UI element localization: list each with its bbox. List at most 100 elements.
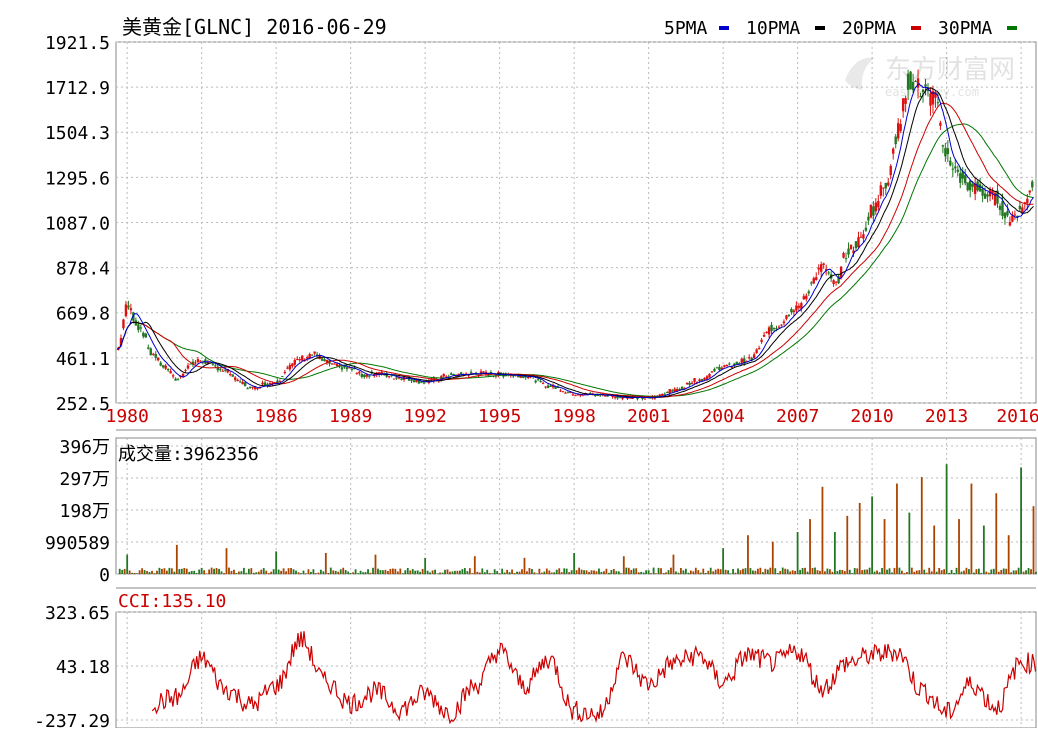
candle-body xyxy=(671,390,674,392)
candle-body xyxy=(951,168,955,170)
candle-body xyxy=(939,122,942,126)
candle-body xyxy=(298,359,301,361)
x-tick-label: 2001 xyxy=(627,406,670,427)
candle-body xyxy=(978,184,982,192)
volume-bar xyxy=(247,568,250,574)
volume-bar xyxy=(339,569,342,574)
candle-body xyxy=(626,397,629,399)
candle-body xyxy=(338,365,341,367)
candle-body xyxy=(519,375,522,378)
candle-body xyxy=(323,359,326,362)
volume-bar xyxy=(799,569,802,574)
candle-body xyxy=(152,353,155,355)
volume-bar xyxy=(170,568,173,574)
volume-bar xyxy=(414,570,417,574)
candle-body xyxy=(154,353,157,358)
volume-bar xyxy=(769,567,772,574)
candle-body xyxy=(780,324,783,326)
candle-body xyxy=(1028,190,1031,193)
volume-bar xyxy=(712,571,715,574)
volume-bar xyxy=(838,569,841,574)
volume-bar xyxy=(719,569,722,574)
volume-bar xyxy=(657,567,660,574)
candle-body xyxy=(1003,212,1007,219)
candle-body xyxy=(397,377,401,379)
candle-body xyxy=(668,389,671,394)
candle-body xyxy=(149,348,152,356)
volume-bar xyxy=(724,569,727,574)
candle-body xyxy=(442,374,445,377)
volume-bar xyxy=(528,568,531,574)
volume-bar xyxy=(156,570,158,574)
candle-body xyxy=(293,359,296,365)
candle-body xyxy=(159,362,162,366)
candle-body xyxy=(695,382,699,384)
candle-body xyxy=(790,309,793,313)
price-y-axis: 1921.5 1712.9 1504.3 1295.6 1087.0 878.4 669.8… xyxy=(45,33,110,415)
volume-bar xyxy=(372,567,374,574)
volume-bar xyxy=(650,573,653,574)
volume-bar xyxy=(218,568,220,574)
volume-bar xyxy=(573,553,576,574)
volume-bar xyxy=(764,568,767,574)
price-tick-label: 1087.0 xyxy=(45,214,110,235)
volume-bar xyxy=(779,571,782,574)
candle-body xyxy=(698,379,701,382)
cci-series xyxy=(151,631,1037,725)
candle-body xyxy=(482,371,485,373)
candle-body xyxy=(226,368,229,373)
candle-body xyxy=(345,367,349,370)
volume-bar xyxy=(300,573,302,574)
candle-body xyxy=(214,365,217,367)
watermark-text: 东方财富网 xyxy=(885,55,1015,85)
volume-bar xyxy=(483,572,486,574)
candle-body xyxy=(968,180,972,191)
candle-body xyxy=(288,365,292,370)
volume-bar xyxy=(821,486,824,574)
volume-bar xyxy=(262,568,265,574)
candle-body xyxy=(971,183,974,187)
volume-bar xyxy=(938,567,941,574)
candle-body xyxy=(678,388,681,390)
volume-bar xyxy=(612,569,615,574)
volume-bar xyxy=(627,567,630,574)
volume-bar xyxy=(409,570,412,574)
volume-bar xyxy=(123,568,126,574)
volume-bar xyxy=(419,571,422,574)
candle-body xyxy=(757,347,761,349)
candle-body xyxy=(417,379,421,384)
candle-body xyxy=(219,369,222,371)
candle-body xyxy=(291,363,294,367)
candle-body xyxy=(144,333,147,338)
volume-bar xyxy=(866,569,869,574)
volume-bar xyxy=(590,570,593,574)
volume-bar xyxy=(863,569,866,574)
candle-body xyxy=(944,148,947,157)
candle-body xyxy=(313,351,316,354)
volume-bar xyxy=(228,567,230,574)
candle-body xyxy=(998,205,1002,210)
volume-bar xyxy=(935,571,938,574)
volume-bar xyxy=(987,572,990,574)
volume-bar xyxy=(945,464,948,574)
candle-body xyxy=(752,354,756,359)
candle-body xyxy=(268,383,272,385)
volume-bar xyxy=(466,571,469,574)
candle-body xyxy=(889,165,892,176)
volume-bar xyxy=(396,571,399,574)
volume-bar xyxy=(667,570,670,574)
volume-bar xyxy=(593,570,595,574)
candle-body xyxy=(996,190,999,204)
volume-bar xyxy=(811,568,814,574)
volume-bar xyxy=(605,568,608,574)
candle-body xyxy=(685,382,689,385)
candle-body xyxy=(171,375,175,377)
volume-bar xyxy=(190,571,193,574)
candle-body xyxy=(730,366,734,368)
volume-bar xyxy=(833,532,836,574)
candle-body xyxy=(805,295,808,300)
candle-body xyxy=(760,339,763,342)
volume-bar xyxy=(178,569,181,574)
candle-body xyxy=(119,337,123,346)
